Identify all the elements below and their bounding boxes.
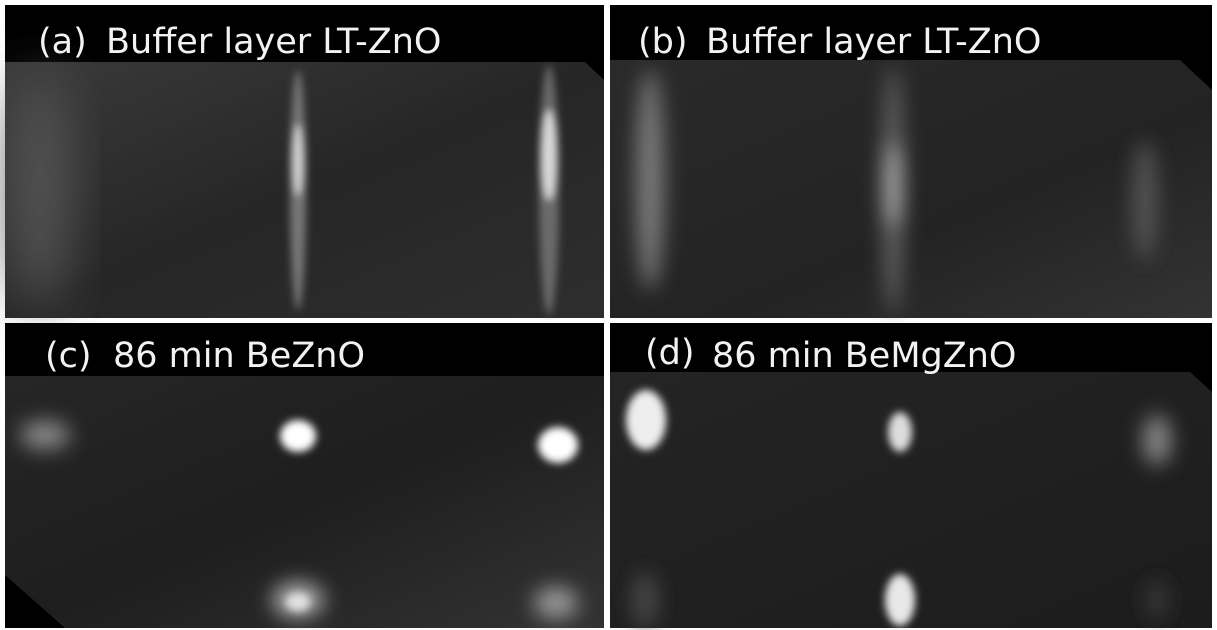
panel-tag: (d) [645, 333, 695, 373]
panel-caption: Buffer layer LT-ZnO [706, 22, 1041, 62]
diffraction-image [610, 60, 1212, 318]
panel-caption: 86 min BeZnO [113, 336, 365, 376]
panel-tag: (b) [638, 22, 688, 62]
panel-c: (c) 86 min BeZnO [5, 323, 604, 628]
figure: (a) Buffer layer LT-ZnO (b) Buffer layer… [0, 0, 1217, 630]
panel-tag: (c) [45, 336, 92, 376]
panel-b: (b) Buffer layer LT-ZnO [610, 5, 1212, 318]
panel-tag: (a) [38, 22, 87, 62]
panel-caption: Buffer layer LT-ZnO [106, 22, 441, 62]
panel-caption: 86 min BeMgZnO [712, 336, 1016, 376]
panel-a: (a) Buffer layer LT-ZnO [5, 5, 604, 318]
panel-d: (d) 86 min BeMgZnO [610, 323, 1212, 628]
